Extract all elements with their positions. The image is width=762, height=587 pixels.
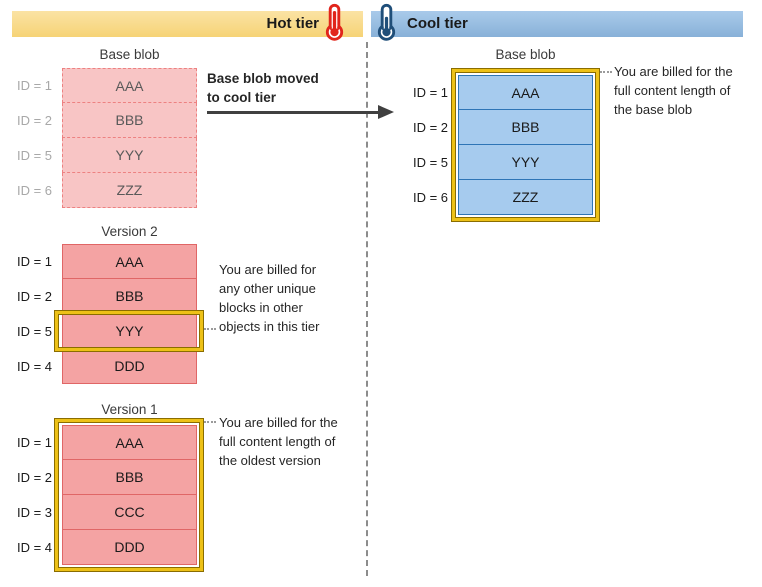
- block-id: ID = 6: [412, 190, 448, 205]
- block-row: ID = 1 AAA: [10, 68, 197, 103]
- block-id: ID = 5: [412, 155, 448, 170]
- block-id: ID = 1: [16, 435, 52, 450]
- tier-separator-dashed-line: [366, 42, 368, 576]
- hot-base-blob-title: Base blob: [99, 47, 160, 62]
- hot-base-blob-stack: ID = 1 AAA ID = 2 BBB ID = 5 YYY ID = 6 …: [10, 68, 197, 208]
- block-row: ID = 5 YYY: [10, 314, 197, 349]
- block-row: ID = 1 AAA: [10, 425, 197, 460]
- block-row: ID = 2 BBB: [10, 279, 197, 314]
- block-row: ID = 5 YYY: [404, 145, 593, 180]
- block-id: ID = 1: [412, 85, 448, 100]
- block-row: ID = 6 ZZZ: [404, 180, 593, 215]
- block-cell: AAA: [458, 75, 593, 110]
- block-cell: BBB: [62, 460, 197, 495]
- version1-title: Version 1: [101, 402, 158, 417]
- block-id: ID = 1: [16, 78, 52, 93]
- block-cell: BBB: [458, 110, 593, 145]
- block-id: ID = 2: [16, 113, 52, 128]
- block-cell: AAA: [62, 244, 197, 279]
- dotted-connector: [204, 328, 216, 330]
- hot-tier-bar: Hot tier: [12, 11, 363, 37]
- block-row: ID = 1 AAA: [10, 244, 197, 279]
- arrow-shaft: [207, 111, 379, 114]
- block-cell: CCC: [62, 495, 197, 530]
- block-id: ID = 5: [16, 148, 52, 163]
- version2-stack: ID = 1 AAA ID = 2 BBB ID = 5 YYY ID = 4 …: [10, 244, 197, 384]
- block-id: ID = 2: [16, 470, 52, 485]
- thermometer-cool-icon: [377, 3, 396, 41]
- dotted-connector: [600, 71, 612, 73]
- block-cell: AAA: [62, 425, 197, 460]
- block-cell: DDD: [62, 530, 197, 565]
- block-id: ID = 5: [16, 324, 52, 339]
- block-cell: ZZZ: [62, 173, 197, 208]
- version1-annotation: You are billed for the full content leng…: [219, 415, 338, 468]
- move-arrow: [207, 105, 394, 120]
- block-row: ID = 4 DDD: [10, 530, 197, 565]
- billed-blob-highlight-version1: [55, 419, 203, 571]
- version1-stack: ID = 1 AAA ID = 2 BBB ID = 3 CCC ID = 4 …: [10, 425, 197, 565]
- thermometer-hot-icon: [325, 3, 344, 41]
- hot-tier-label: Hot tier: [266, 15, 320, 32]
- block-id: ID = 3: [16, 505, 52, 520]
- block-row: ID = 1 AAA: [404, 75, 593, 110]
- block-cell: YYY: [458, 145, 593, 180]
- block-row: ID = 3 CCC: [10, 495, 197, 530]
- block-row: ID = 2 BBB: [404, 110, 593, 145]
- block-cell: ZZZ: [458, 180, 593, 215]
- block-cell: BBB: [62, 103, 197, 138]
- cool-base-blob-title: Base blob: [495, 47, 556, 62]
- block-id: ID = 2: [412, 120, 448, 135]
- version2-annotation: You are billed for any other unique bloc…: [219, 262, 320, 334]
- block-row: ID = 4 DDD: [10, 349, 197, 384]
- cool-tier-bar: Cool tier: [371, 11, 743, 37]
- block-cell: YYY: [62, 314, 197, 349]
- cool-base-blob-stack: ID = 1 AAA ID = 2 BBB ID = 5 YYY ID = 6 …: [404, 75, 593, 215]
- arrow-head: [378, 105, 394, 119]
- cool-base-annotation: You are billed for the full content leng…: [614, 64, 733, 117]
- move-note: Base blob moved to cool tier: [207, 71, 319, 105]
- block-row: ID = 6 ZZZ: [10, 173, 197, 208]
- block-row: ID = 2 BBB: [10, 460, 197, 495]
- block-id: ID = 6: [16, 183, 52, 198]
- block-id: ID = 4: [16, 540, 52, 555]
- block-id: ID = 1: [16, 254, 52, 269]
- block-id: ID = 4: [16, 359, 52, 374]
- billed-block-highlight-version2: [55, 311, 203, 351]
- block-cell: DDD: [62, 349, 197, 384]
- block-cell: AAA: [62, 68, 197, 103]
- block-cell: YYY: [62, 138, 197, 173]
- dotted-connector: [204, 421, 216, 423]
- billed-blob-highlight-cool: [452, 69, 599, 221]
- block-id: ID = 2: [16, 289, 52, 304]
- block-row: ID = 2 BBB: [10, 103, 197, 138]
- cool-tier-label: Cool tier: [407, 15, 468, 32]
- block-row: ID = 5 YYY: [10, 138, 197, 173]
- version2-title: Version 2: [101, 224, 158, 239]
- block-cell: BBB: [62, 279, 197, 314]
